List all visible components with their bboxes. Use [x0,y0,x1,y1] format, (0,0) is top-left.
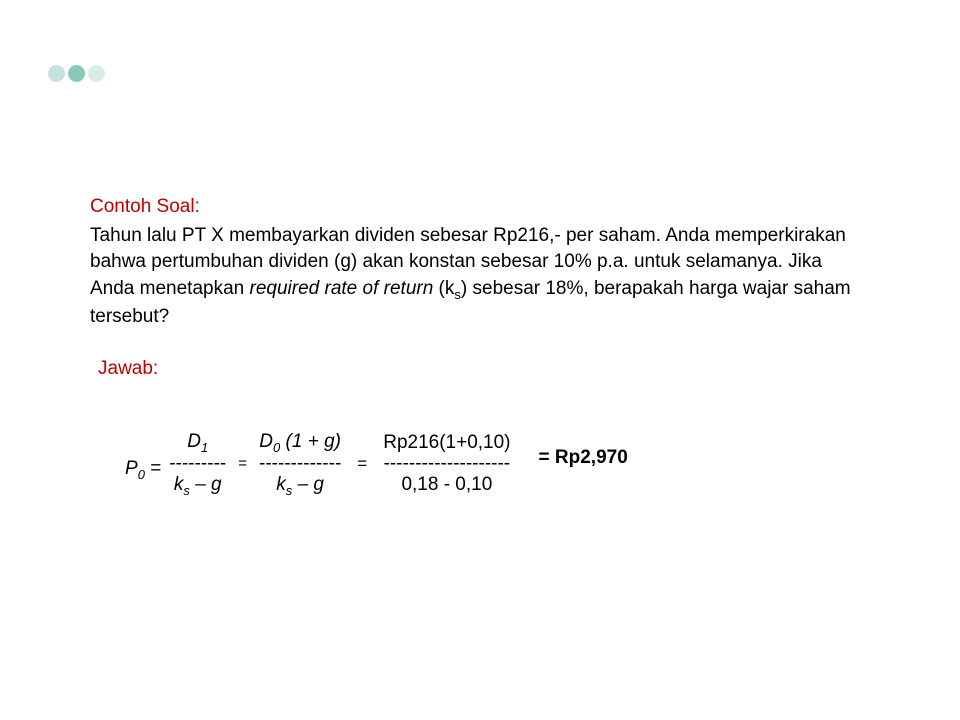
ks-open: (k [433,278,454,299]
fraction-3: Rp216(1+0,10) -------------------- 0,18 … [383,429,510,499]
frac1-denominator: ks – g [174,471,222,500]
frac2-k: k [276,474,286,495]
dot-2 [68,65,85,82]
result: = Rp2,970 [539,447,628,469]
equals-1: = [238,455,247,472]
p0-eq: = [145,458,161,479]
frac1-d: D [187,431,201,452]
frac2-denominator: ks – g [276,471,324,500]
p0-p: P [125,458,138,479]
fraction-2: D0 (1 + g) ------------- ks – g [259,428,341,500]
formula-row: P0 = D1 --------- ks – g = D0 (1 + g) --… [125,428,628,500]
frac1-rest: – g [190,474,222,495]
formula-block: P0 = D1 --------- ks – g = D0 (1 + g) --… [125,428,628,500]
answer-label: Jawab: [98,358,870,380]
frac3-denominator: 0,18 - 0,10 [401,471,492,500]
frac3-divider: -------------------- [384,457,511,470]
frac2-rest: (1 + g) [280,431,341,452]
dot-1 [48,65,65,82]
equals-2: = [357,454,367,474]
example-title: Contoh Soal: [90,194,870,221]
dot-3 [88,65,105,82]
frac1-k: k [174,474,184,495]
p0-sub: 0 [138,467,145,482]
p0-label: P0 = [125,458,161,482]
question-text: Tahun lalu PT X membayarkan dividen sebe… [90,223,870,331]
decorative-dots [48,65,105,82]
italic-phrase: required rate of return [250,278,434,299]
slide-content: Contoh Soal: Tahun lalu PT X membayarkan… [90,194,870,380]
frac2-d: D [259,431,273,452]
frac2-divider: ------------- [259,457,341,470]
fraction-1: D1 --------- ks – g [169,428,226,500]
frac2-rest2: – g [292,474,324,495]
frac1-divider: --------- [169,457,226,470]
